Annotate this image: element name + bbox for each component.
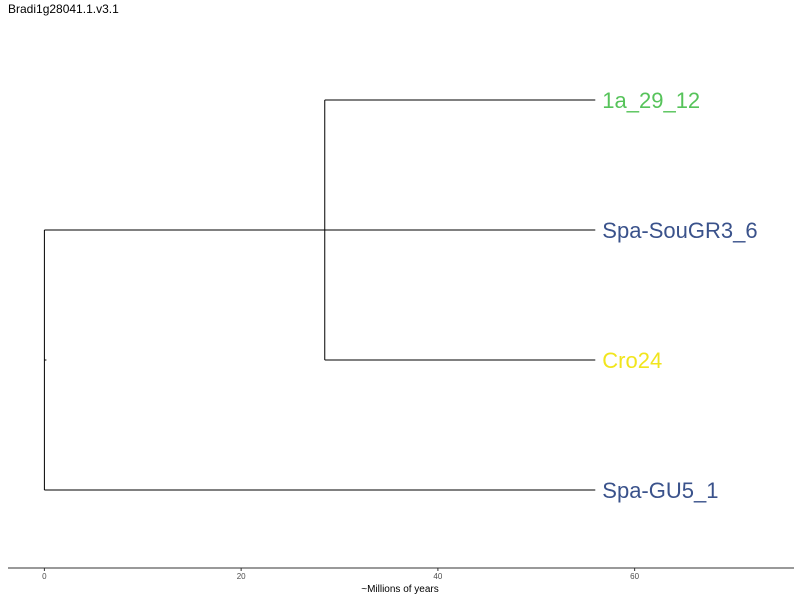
x-tick-label: 60	[630, 572, 639, 581]
tree-branches	[43, 99, 596, 491]
chart-title: Bradi1g28041.1.v3.1	[8, 2, 119, 16]
leaf-label: Spa-SouGR3_6	[602, 218, 757, 243]
leaf-labels: 1a_29_12 Spa-SouGR3_6 Cro24 Spa-GU5_1	[602, 88, 757, 503]
x-axis-ticks: 0 20 40 60	[42, 568, 640, 581]
x-tick-label: 20	[237, 572, 246, 581]
leaf-label: Cro24	[602, 348, 662, 373]
x-tick-label: 40	[433, 572, 442, 581]
x-tick-label: 0	[42, 572, 47, 581]
leaf-label: 1a_29_12	[602, 88, 700, 113]
x-axis-label: ~Millions of years	[361, 584, 439, 595]
leaf-label: Spa-GU5_1	[602, 478, 718, 503]
